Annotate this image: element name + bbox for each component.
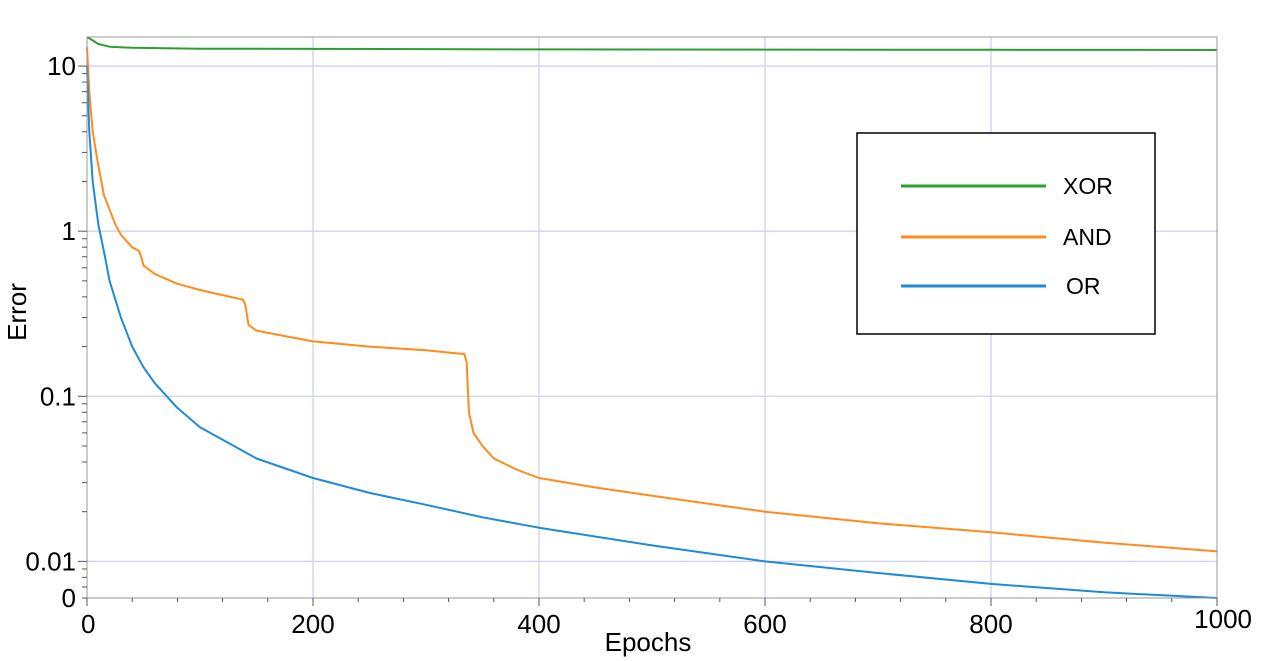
legend-box	[856, 132, 1156, 335]
series-line-and	[86, 47, 1218, 553]
legend-label-or: OR	[1066, 273, 1101, 299]
legend: XOR AND OR	[856, 132, 1156, 335]
y-tick-label: 10	[47, 51, 76, 81]
y-tick-label: 0.01	[25, 546, 76, 576]
legend-label-xor: XOR	[1063, 173, 1113, 199]
x-tick-label: 400	[517, 609, 560, 639]
series-layer	[86, 36, 1218, 599]
x-axis-label: Epochs	[605, 627, 692, 657]
axes: 0 200 400 600 800 1000 10 1 0.1 0.01 0 Epochs Error	[2, 51, 1252, 657]
y-tick-label: 1	[62, 216, 76, 246]
series-line-or	[86, 66, 1218, 599]
x-tick-label: 1000	[1194, 604, 1252, 634]
x-tick-label: 200	[291, 609, 334, 639]
y-tick-label: 0	[62, 583, 76, 613]
legend-label-and: AND	[1063, 224, 1112, 250]
x-tick-label: 800	[969, 609, 1012, 639]
y-tick-label: 0.1	[40, 381, 76, 411]
series-line-xor	[86, 36, 1218, 51]
x-tick-label: 0	[81, 609, 95, 639]
x-tick-label: 600	[743, 609, 786, 639]
y-axis-label: Error	[2, 283, 32, 341]
